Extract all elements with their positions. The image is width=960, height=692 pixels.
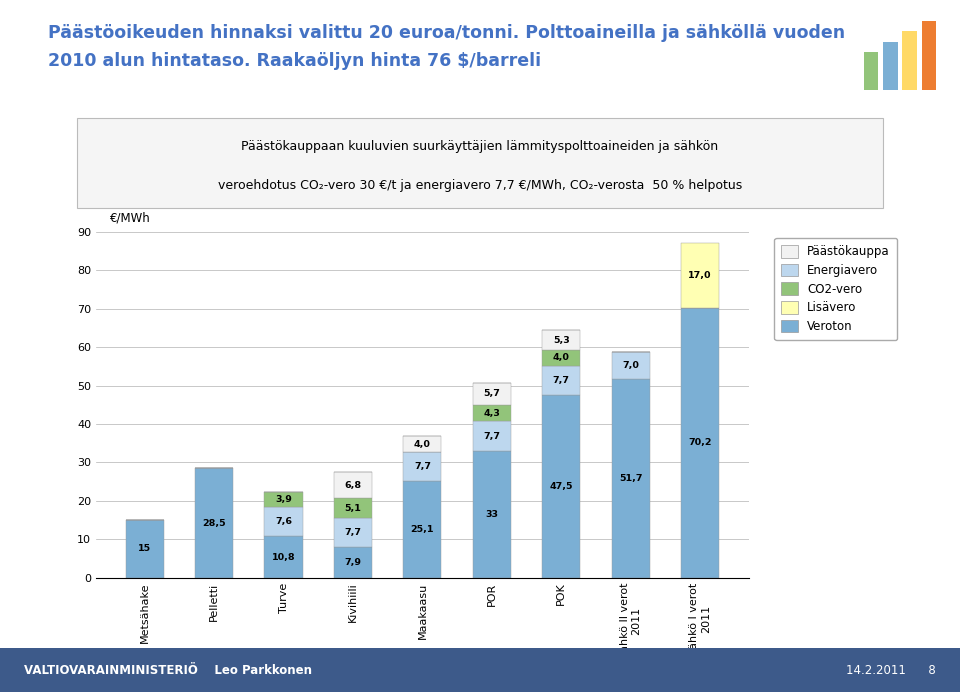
Bar [542,330,580,350]
Text: 15: 15 [138,545,152,554]
Bar [126,520,164,578]
Text: 7,7: 7,7 [553,376,569,385]
Bar [612,379,650,578]
Text: 2010 alun hintataso. Raakaöljyn hinta 76 $/barreli: 2010 alun hintataso. Raakaöljyn hinta 76… [48,52,541,70]
Text: 7,0: 7,0 [622,361,639,370]
Bar [334,547,372,578]
FancyBboxPatch shape [0,648,960,692]
Text: 14.2.2011      8: 14.2.2011 8 [847,664,936,677]
Text: 7,6: 7,6 [276,517,292,526]
Bar [334,472,372,498]
Text: 7,7: 7,7 [483,432,500,441]
Bar [195,468,233,578]
Text: €/MWh: €/MWh [110,211,151,224]
Text: 47,5: 47,5 [549,482,573,491]
Text: VALTIOVARAINMINISTERIÖ    Leo Parkkonen: VALTIOVARAINMINISTERIÖ Leo Parkkonen [24,664,312,677]
Bar [864,52,878,90]
Text: 51,7: 51,7 [619,474,642,483]
Text: 3,9: 3,9 [276,495,292,504]
Text: 10,8: 10,8 [272,552,296,562]
Text: 6,8: 6,8 [345,481,362,490]
Legend: Päästökauppa, Energiavero, CO2-vero, Lisävero, Veroton: Päästökauppa, Energiavero, CO2-vero, Lis… [775,238,897,340]
Bar [542,395,580,578]
Bar [883,42,898,90]
Text: 28,5: 28,5 [203,518,226,527]
Text: 7,7: 7,7 [414,462,431,471]
Bar [902,31,917,90]
Bar [612,352,650,379]
Bar [403,437,442,452]
Bar [542,350,580,365]
Bar [472,383,511,405]
Text: 25,1: 25,1 [411,525,434,534]
Bar [403,452,442,482]
Text: 5,1: 5,1 [345,504,361,513]
Text: Päästöoikeuden hinnaksi valittu 20 euroa/tonni. Polttoaineilla ja sähköllä vuode: Päästöoikeuden hinnaksi valittu 20 euroa… [48,24,845,42]
Text: 17,0: 17,0 [688,271,711,280]
Text: 4,0: 4,0 [414,439,431,448]
Text: veroehdotus CO₂-vero 30 €/t ja energiavero 7,7 €/MWh, CO₂-verosta  50 % helpotus: veroehdotus CO₂-vero 30 €/t ja energiave… [218,179,742,192]
Bar [403,482,442,578]
Bar [265,536,302,578]
Text: 33: 33 [486,510,498,519]
Bar [542,365,580,395]
Bar [265,507,302,536]
Text: Päästökauppaan kuuluvien suurkäyttäjien lämmityspolttoaineiden ja sähkön: Päästökauppaan kuuluvien suurkäyttäjien … [241,140,719,153]
Bar [334,498,372,518]
FancyBboxPatch shape [77,118,883,208]
Bar [922,21,936,90]
Bar [334,518,372,547]
Bar [265,492,302,507]
Bar [472,421,511,451]
Text: 7,7: 7,7 [345,528,362,537]
Text: 70,2: 70,2 [688,438,711,448]
Text: 4,0: 4,0 [553,354,569,363]
Bar [472,405,511,421]
Text: 5,7: 5,7 [484,390,500,399]
Text: 5,3: 5,3 [553,336,569,345]
Text: 7,9: 7,9 [345,558,362,567]
Bar [472,451,511,578]
Text: 4,3: 4,3 [484,408,500,417]
Bar [681,308,719,578]
Bar [681,243,719,308]
